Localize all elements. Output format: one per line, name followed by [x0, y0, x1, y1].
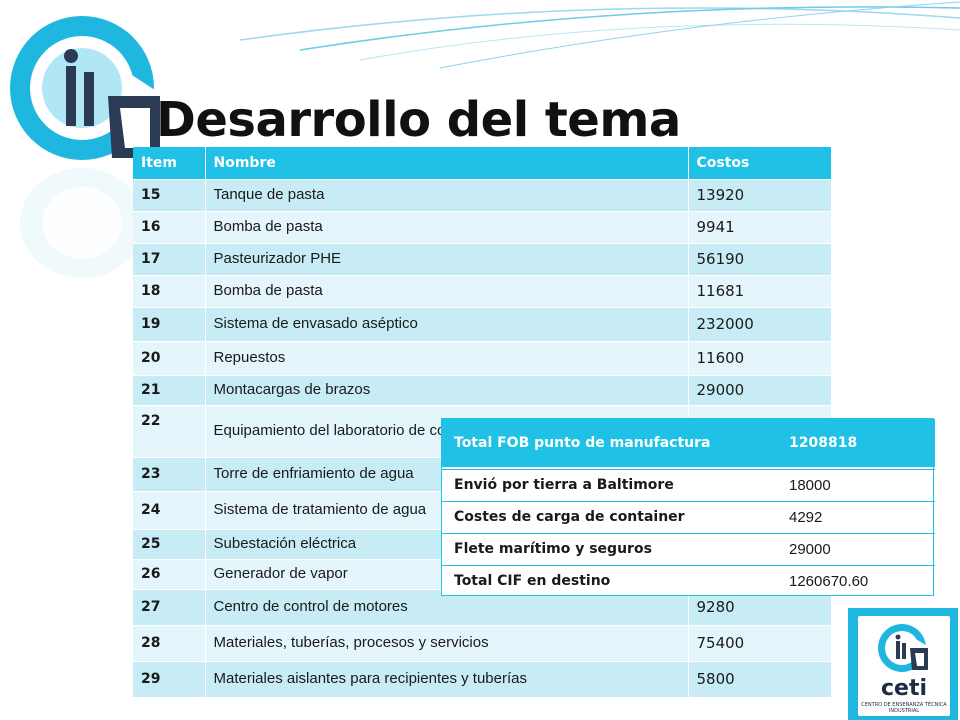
header-costos: Costos — [688, 147, 832, 180]
summary-header-value: 1208818 — [777, 419, 935, 467]
table-row: 19 Sistema de envasado aséptico 232000 — [133, 307, 832, 342]
summary-row-label: Total CIF en destino — [442, 564, 777, 597]
row-item: 22 — [133, 405, 206, 458]
row-item: 24 — [133, 491, 206, 530]
header-item: Item — [133, 147, 206, 180]
summary-row-value: 1260670.60 — [777, 564, 935, 597]
summary-row-label: Costes de carga de container — [442, 500, 777, 533]
summary-header-label: Total FOB punto de manufactura — [442, 419, 777, 467]
row-item: 17 — [133, 243, 206, 276]
row-nombre: Materiales, tuberías, procesos y servici… — [205, 625, 689, 662]
summary-row: Costes de carga de container 4292 — [442, 500, 935, 533]
table-row: 15 Tanque de pasta 13920 — [133, 179, 832, 212]
summary-row-value: 4292 — [777, 500, 935, 533]
row-item: 29 — [133, 661, 206, 698]
decorative-swoosh-lines — [240, 1, 960, 69]
row-nombre: Tanque de pasta — [205, 179, 689, 212]
summary-row-label: Flete marítimo y seguros — [442, 532, 777, 565]
slide-title: Desarrollo del tema — [156, 92, 681, 148]
row-nombre: Bomba de pasta — [205, 275, 689, 308]
row-nombre: Montacargas de brazos — [205, 375, 689, 406]
row-costo: 75400 — [688, 625, 832, 662]
gt-emblem-logo-icon — [10, 16, 175, 278]
row-costo: 11600 — [688, 341, 832, 376]
table-row: 21 Montacargas de brazos 29000 — [133, 375, 832, 406]
summary-table-box: Total FOB punto de manufactura 1208818 E… — [441, 418, 935, 597]
row-nombre: Repuestos — [205, 341, 689, 376]
row-costo: 11681 — [688, 275, 832, 308]
row-item: 20 — [133, 341, 206, 376]
ceti-wordmark: ceti — [880, 676, 928, 701]
row-nombre: Pasteurizador PHE — [205, 243, 689, 276]
row-nombre: Sistema de envasado aséptico — [205, 307, 689, 342]
row-item: 25 — [133, 529, 206, 560]
table-row: 29 Materiales aislantes para recipientes… — [133, 661, 832, 698]
row-item: 16 — [133, 211, 206, 244]
ceti-logo-panel: ceti CENTRO DE ENSEÑANZA TÉCNICA INDUSTR… — [858, 616, 950, 716]
row-item: 23 — [133, 457, 206, 492]
table-row: 17 Pasteurizador PHE 56190 — [133, 243, 832, 276]
row-item: 28 — [133, 625, 206, 662]
summary-row: Envió por tierra a Baltimore 18000 — [442, 468, 935, 501]
row-nombre: Bomba de pasta — [205, 211, 689, 244]
table-row: 18 Bomba de pasta 11681 — [133, 275, 832, 308]
summary-row: Total CIF en destino 1260670.60 — [442, 564, 935, 597]
row-item: 18 — [133, 275, 206, 308]
row-item: 27 — [133, 589, 206, 626]
ceti-subtitle: CENTRO DE ENSEÑANZA TÉCNICA INDUSTRIAL — [861, 702, 947, 714]
row-costo: 56190 — [688, 243, 832, 276]
row-item: 21 — [133, 375, 206, 406]
row-nombre: Materiales aislantes para recipientes y … — [205, 661, 689, 698]
row-costo: 9941 — [688, 211, 832, 244]
summary-row-value: 29000 — [777, 532, 935, 565]
row-costo: 29000 — [688, 375, 832, 406]
summary-row-value: 18000 — [777, 468, 935, 501]
ceti-logo: ceti CENTRO DE ENSEÑANZA TÉCNICA INDUSTR… — [848, 608, 958, 720]
row-costo: 13920 — [688, 179, 832, 212]
table-row: 28 Materiales, tuberías, procesos y serv… — [133, 625, 832, 662]
header-nombre: Nombre — [205, 147, 689, 180]
summary-table: Total FOB punto de manufactura 1208818 E… — [442, 419, 935, 597]
summary-row-label: Envió por tierra a Baltimore — [442, 468, 777, 501]
row-item: 19 — [133, 307, 206, 342]
row-item: 26 — [133, 559, 206, 590]
row-costo: 232000 — [688, 307, 832, 342]
table-row: 16 Bomba de pasta 9941 — [133, 211, 832, 244]
row-item: 15 — [133, 179, 206, 212]
ceti-emblem-icon — [878, 624, 934, 672]
row-costo: 5800 — [688, 661, 832, 698]
table-row: 20 Repuestos 11600 — [133, 341, 832, 376]
summary-row: Flete marítimo y seguros 29000 — [442, 532, 935, 565]
